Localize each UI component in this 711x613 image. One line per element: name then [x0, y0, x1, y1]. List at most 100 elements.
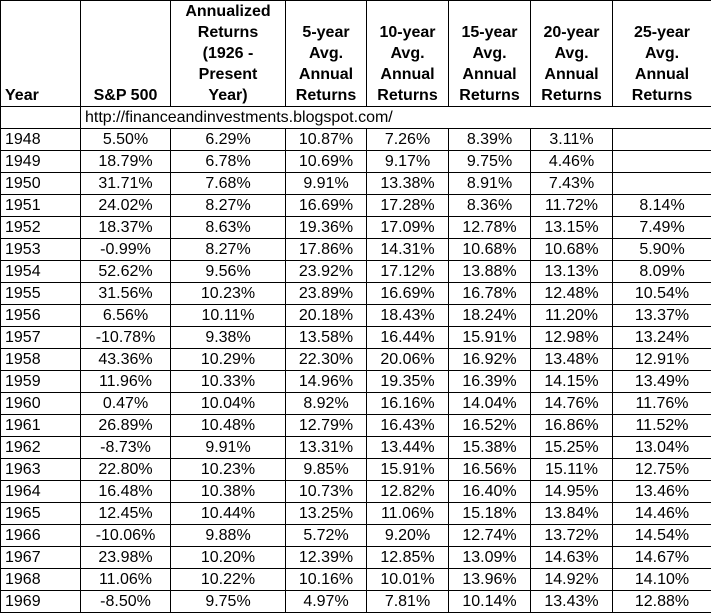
- value-cell: 14.46%: [613, 503, 711, 525]
- data-row: 1966-10.06%9.88%5.72%9.20%12.74%13.72%14…: [1, 525, 711, 547]
- value-cell: 16.86%: [531, 415, 613, 437]
- value-cell: 13.38%: [367, 173, 449, 195]
- value-cell: 12.75%: [613, 459, 711, 481]
- value-cell: 13.88%: [449, 261, 531, 283]
- value-cell: 10.20%: [171, 547, 286, 569]
- value-cell: 11.06%: [367, 503, 449, 525]
- value-cell: 10.22%: [171, 569, 286, 591]
- value-cell: 6.29%: [171, 129, 286, 151]
- year-cell: 1956: [1, 305, 81, 327]
- year-cell: 1951: [1, 195, 81, 217]
- value-cell: 8.39%: [449, 129, 531, 151]
- year-cell: 1955: [1, 283, 81, 305]
- value-cell: [613, 173, 711, 195]
- value-cell: 9.17%: [367, 151, 449, 173]
- value-cell: 14.76%: [531, 393, 613, 415]
- value-cell: 12.91%: [613, 349, 711, 371]
- value-cell: 16.48%: [81, 481, 171, 503]
- value-cell: 8.14%: [613, 195, 711, 217]
- value-cell: 19.36%: [286, 217, 367, 239]
- value-cell: -8.50%: [81, 591, 171, 613]
- value-cell: 6.56%: [81, 305, 171, 327]
- value-cell: 13.15%: [531, 217, 613, 239]
- value-cell: 12.88%: [613, 591, 711, 613]
- source-row: http://financeandinvestments.blogspot.co…: [1, 107, 711, 129]
- value-cell: 52.62%: [81, 261, 171, 283]
- year-cell: 1952: [1, 217, 81, 239]
- value-cell: 13.84%: [531, 503, 613, 525]
- value-cell: 10.01%: [367, 569, 449, 591]
- data-row: 1953-0.99%8.27%17.86%14.31%10.68%10.68%5…: [1, 239, 711, 261]
- value-cell: 7.81%: [367, 591, 449, 613]
- value-cell: 8.91%: [449, 173, 531, 195]
- value-cell: 17.12%: [367, 261, 449, 283]
- value-cell: 16.69%: [367, 283, 449, 305]
- value-cell: 26.89%: [81, 415, 171, 437]
- value-cell: 10.29%: [171, 349, 286, 371]
- value-cell: 10.33%: [171, 371, 286, 393]
- value-cell: 6.78%: [171, 151, 286, 173]
- value-cell: 16.92%: [449, 349, 531, 371]
- year-cell: 1964: [1, 481, 81, 503]
- value-cell: 8.27%: [171, 195, 286, 217]
- value-cell: 11.52%: [613, 415, 711, 437]
- value-cell: 31.71%: [81, 173, 171, 195]
- value-cell: 10.69%: [286, 151, 367, 173]
- value-cell: 12.45%: [81, 503, 171, 525]
- value-cell: 4.46%: [531, 151, 613, 173]
- value-cell: 9.75%: [171, 591, 286, 613]
- value-cell: 11.20%: [531, 305, 613, 327]
- value-cell: 18.37%: [81, 217, 171, 239]
- value-cell: 16.43%: [367, 415, 449, 437]
- value-cell: 9.20%: [367, 525, 449, 547]
- value-cell: 12.48%: [531, 283, 613, 305]
- value-cell: 5.72%: [286, 525, 367, 547]
- value-cell: -10.78%: [81, 327, 171, 349]
- value-cell: [613, 129, 711, 151]
- value-cell: 10.68%: [531, 239, 613, 261]
- value-cell: 10.23%: [171, 283, 286, 305]
- year-cell: 1968: [1, 569, 81, 591]
- value-cell: 14.10%: [613, 569, 711, 591]
- value-cell: 19.35%: [367, 371, 449, 393]
- header-cell: 5-year Avg. Annual Returns: [286, 1, 367, 107]
- year-cell: 1954: [1, 261, 81, 283]
- value-cell: 13.37%: [613, 305, 711, 327]
- header-cell: S&P 500: [81, 1, 171, 107]
- value-cell: 13.48%: [531, 349, 613, 371]
- header-cell: 15-year Avg. Annual Returns: [449, 1, 531, 107]
- year-cell: 1961: [1, 415, 81, 437]
- source-url: http://financeandinvestments.blogspot.co…: [81, 107, 711, 129]
- value-cell: 10.23%: [171, 459, 286, 481]
- value-cell: 17.09%: [367, 217, 449, 239]
- value-cell: 14.15%: [531, 371, 613, 393]
- value-cell: 11.76%: [613, 393, 711, 415]
- value-cell: 24.02%: [81, 195, 171, 217]
- value-cell: 15.38%: [449, 437, 531, 459]
- value-cell: [613, 151, 711, 173]
- value-cell: 16.52%: [449, 415, 531, 437]
- year-cell: 1959: [1, 371, 81, 393]
- value-cell: 16.40%: [449, 481, 531, 503]
- value-cell: 18.43%: [367, 305, 449, 327]
- value-cell: 15.91%: [449, 327, 531, 349]
- value-cell: -0.99%: [81, 239, 171, 261]
- year-cell: 1965: [1, 503, 81, 525]
- year-cell: 1948: [1, 129, 81, 151]
- year-cell: 1958: [1, 349, 81, 371]
- value-cell: 20.06%: [367, 349, 449, 371]
- value-cell: 8.27%: [171, 239, 286, 261]
- value-cell: 10.16%: [286, 569, 367, 591]
- year-cell: 1963: [1, 459, 81, 481]
